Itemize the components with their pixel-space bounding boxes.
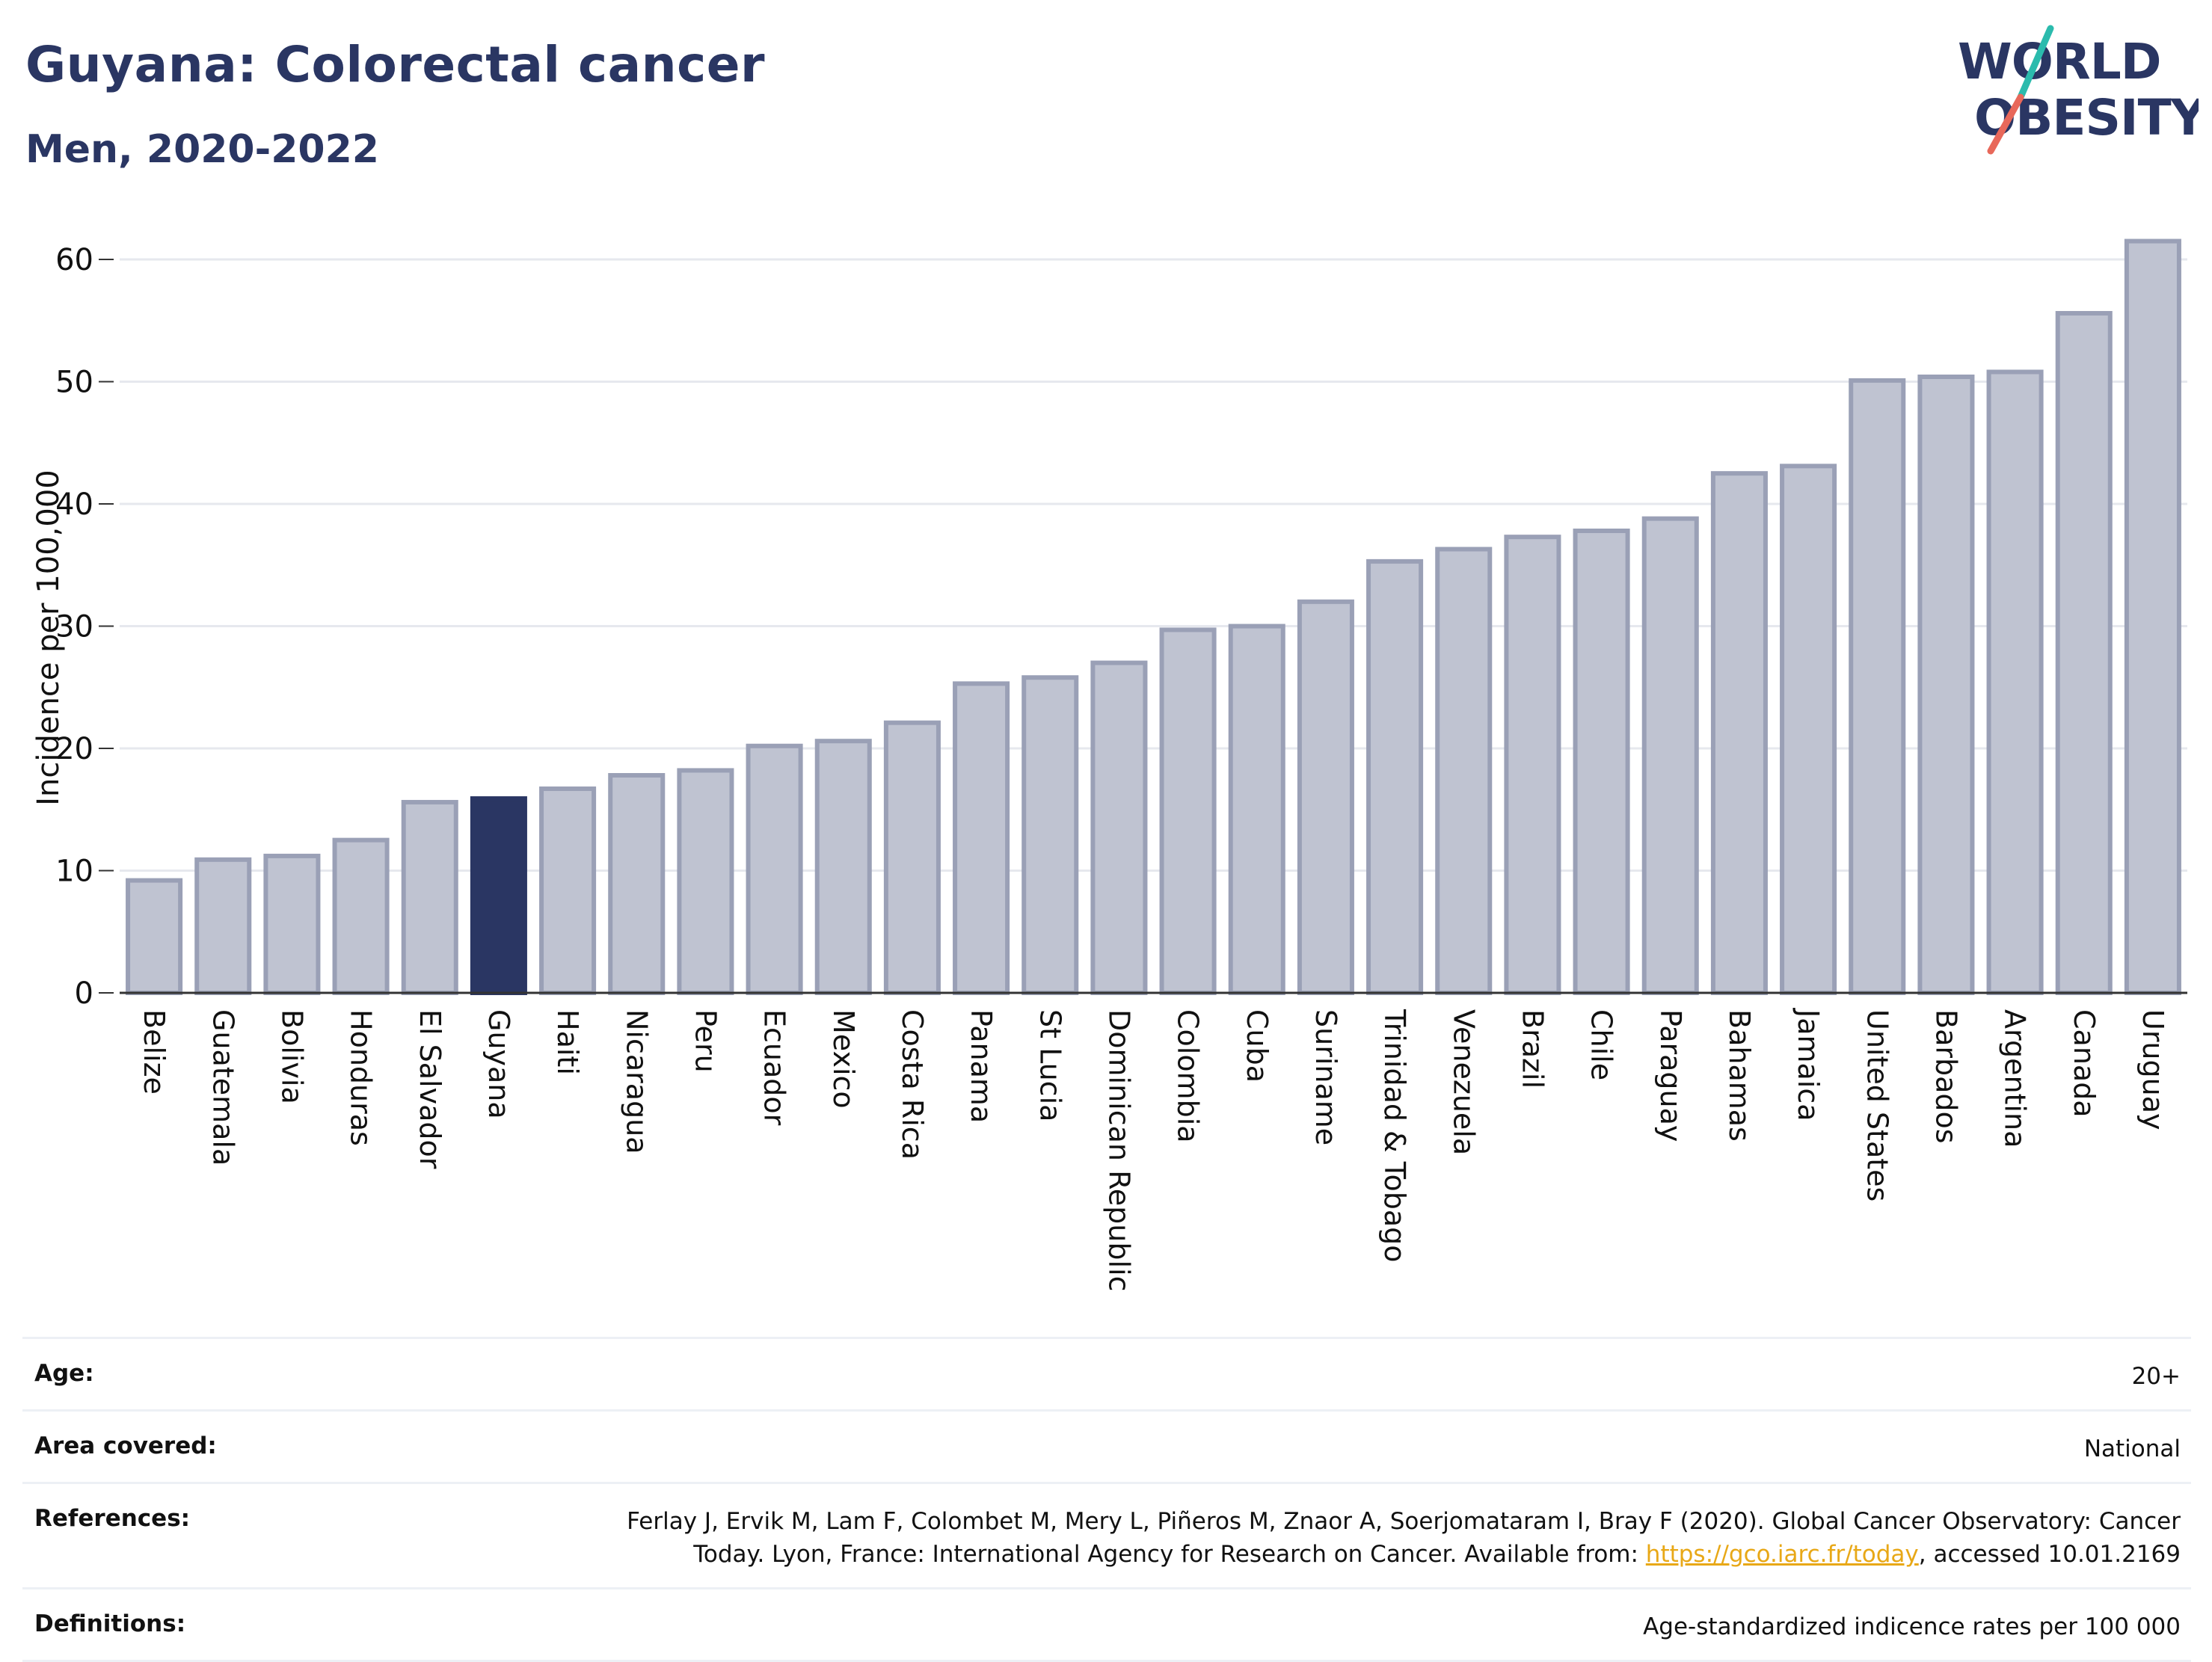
x-tick-label: St Lucia xyxy=(1033,1009,1066,1121)
y-tick-label: 20 xyxy=(55,732,93,766)
area-label: Area covered: xyxy=(34,1432,217,1459)
x-tick-label: Brazil xyxy=(1516,1009,1549,1089)
bar xyxy=(126,878,183,995)
x-tick-label: Venezuela xyxy=(1447,1009,1480,1155)
x-axis-labels: Belize Guatemala Bolivia Honduras El Salvado… xyxy=(138,1008,2169,1291)
x-tick-label: Haiti xyxy=(551,1009,584,1075)
area-value: National xyxy=(2083,1435,2181,1462)
bar xyxy=(1504,535,1561,995)
definitions-value: Age-standardized indicence rates per 100… xyxy=(1643,1613,2181,1640)
y-tick-label: 30 xyxy=(55,610,93,644)
bar xyxy=(1297,599,1354,995)
x-tick-label: Jamaica xyxy=(1792,1008,1825,1121)
bar xyxy=(194,857,252,995)
references-value: Ferlay J, Ervik M, Lam F, Colombet M, Me… xyxy=(627,1505,2181,1571)
bar xyxy=(677,768,734,995)
references-link[interactable]: https://gco.iarc.fr/today xyxy=(1645,1541,1919,1568)
bar xyxy=(1917,375,1975,995)
x-tick-label: Bahamas xyxy=(1723,1009,1756,1142)
info-row-definitions: Definitions: Age-standardized indicence … xyxy=(22,1587,2191,1662)
bar xyxy=(1780,464,1837,996)
references-label: References: xyxy=(34,1505,191,1532)
bar xyxy=(1021,675,1079,995)
grid-lines xyxy=(120,258,2187,872)
x-tick-label: Cuba xyxy=(1241,1009,1274,1083)
bar xyxy=(1641,516,1699,995)
bar xyxy=(2055,310,2113,995)
y-axis-ticks: 0 10 20 30 40 50 60 xyxy=(55,243,114,1011)
logo-slash-coral xyxy=(1987,93,2024,155)
bar xyxy=(608,772,666,995)
bars xyxy=(126,238,2181,996)
x-tick-label: Uruguay xyxy=(2136,1009,2169,1130)
bar xyxy=(263,853,321,996)
y-tick-label: 50 xyxy=(55,366,93,400)
bar xyxy=(814,739,872,995)
bar xyxy=(1090,660,1148,995)
references-line-1: Ferlay J, Ervik M, Lam F, Colombet M, Me… xyxy=(627,1508,2181,1535)
x-tick-label: Colombia xyxy=(1172,1009,1205,1143)
bar xyxy=(1573,529,1630,995)
x-tick-label: Belize xyxy=(138,1009,170,1095)
bar xyxy=(1435,547,1493,995)
bar xyxy=(539,786,597,995)
x-tick-label: Guatemala xyxy=(206,1009,239,1166)
bar xyxy=(1849,378,1906,995)
y-tick-label: 10 xyxy=(55,855,93,889)
bar xyxy=(746,743,803,995)
page-title: Guyana: Colorectal cancer xyxy=(25,36,766,93)
info-row-age: Age: 20+ xyxy=(22,1337,2191,1409)
bar xyxy=(1710,471,1768,995)
x-tick-label: Dominican Republic xyxy=(1102,1009,1135,1291)
logo-slash-teal xyxy=(2017,25,2054,101)
logo-line-1: WORLD xyxy=(1958,33,2161,90)
x-tick-label: Trinidad & Tobago xyxy=(1378,1009,1411,1263)
y-tick-label: 40 xyxy=(55,487,93,522)
x-tick-label: Chile xyxy=(1585,1009,1618,1080)
age-value: 20+ xyxy=(2131,1363,2181,1390)
references-line-2-post: , accessed 10.01.2169 xyxy=(1918,1541,2181,1568)
bar-chart: 0 10 20 30 40 50 60 Belize Guatemala Bolivia Hond… xyxy=(31,238,2187,1291)
bar-highlight xyxy=(470,796,527,995)
bar xyxy=(1366,558,1424,996)
bar xyxy=(401,799,458,996)
bar xyxy=(1228,624,1285,995)
x-tick-label: Canada xyxy=(2068,1009,2101,1118)
references-line-2-pre: Today. Lyon, France: International Agenc… xyxy=(693,1541,1646,1568)
y-tick-label: 0 xyxy=(75,976,93,1011)
x-tick-label: Guyana xyxy=(482,1009,515,1119)
bar xyxy=(1159,627,1217,996)
x-tick-label: Peru xyxy=(689,1009,722,1073)
x-tick-label: Barbados xyxy=(1929,1009,1962,1144)
x-tick-label: Argentina xyxy=(1999,1009,2032,1148)
x-tick-label: United States xyxy=(1861,1009,1893,1201)
page-subtitle: Men, 2020-2022 xyxy=(25,127,379,172)
bar xyxy=(2124,238,2181,996)
info-row-area: Area covered: National xyxy=(22,1409,2191,1482)
x-tick-label: Honduras xyxy=(345,1009,378,1146)
definitions-label: Definitions: xyxy=(34,1610,186,1637)
info-table: Age: 20+ Area covered: National Referenc… xyxy=(22,1337,2191,1662)
bar xyxy=(953,681,1010,995)
age-label: Age: xyxy=(34,1360,94,1387)
y-tick-label: 60 xyxy=(55,243,93,277)
x-tick-label: Ecuador xyxy=(758,1009,791,1126)
x-tick-label: Costa Rica xyxy=(896,1009,929,1160)
bar xyxy=(332,837,390,996)
x-tick-label: Mexico xyxy=(827,1009,860,1109)
x-tick-label: Nicaragua xyxy=(620,1009,653,1154)
y-axis-title: Incidence per 100,000 xyxy=(31,470,66,806)
info-row-references: References: Ferlay J, Ervik M, Lam F, Co… xyxy=(22,1482,2191,1587)
bar xyxy=(1986,369,2044,995)
bar xyxy=(883,720,941,996)
x-tick-label: Suriname xyxy=(1309,1009,1342,1145)
x-tick-label: Panama xyxy=(965,1009,998,1123)
world-obesity-logo: WORLD OBESITY xyxy=(1958,25,2199,155)
x-tick-label: Paraguay xyxy=(1654,1009,1687,1142)
x-tick-label: Bolivia xyxy=(275,1009,308,1104)
x-tick-label: El Salvador xyxy=(414,1009,446,1169)
